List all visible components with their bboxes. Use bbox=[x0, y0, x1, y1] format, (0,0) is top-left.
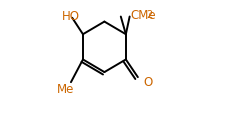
Text: 2: 2 bbox=[147, 10, 153, 20]
Text: O: O bbox=[143, 76, 152, 89]
Text: HO: HO bbox=[62, 10, 79, 23]
Text: CMe: CMe bbox=[130, 9, 156, 22]
Text: Me: Me bbox=[56, 83, 74, 96]
